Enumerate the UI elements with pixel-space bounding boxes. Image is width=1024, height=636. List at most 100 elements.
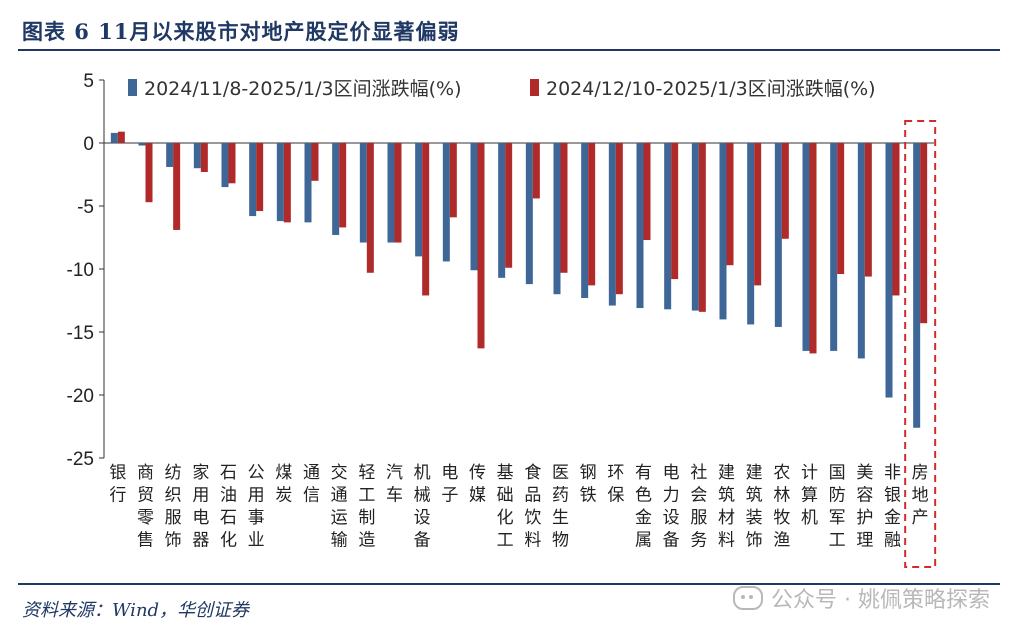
x-tick-label: 家用电器 — [192, 463, 209, 551]
legend-swatch — [530, 79, 539, 96]
bar-series1 — [664, 143, 672, 310]
legend-label: 2024/11/8-2025/1/3区间涨跌幅(%) — [144, 78, 462, 100]
bar-series1 — [774, 143, 782, 327]
bar-series2 — [532, 143, 540, 199]
bar-series1 — [553, 143, 561, 295]
bar-series2 — [422, 143, 430, 296]
bar-series2 — [311, 143, 319, 181]
x-tick-label: 石油石化 — [220, 463, 237, 551]
x-tick-label: 传媒 — [469, 463, 486, 506]
bar-series1 — [581, 143, 589, 298]
bar-series2 — [615, 143, 623, 295]
bar-series2 — [643, 143, 651, 241]
bar-series2 — [366, 143, 374, 273]
x-tick-label: 国防军工 — [829, 463, 846, 551]
x-tick-label: 汽车 — [386, 463, 403, 506]
bar-series — [110, 131, 928, 428]
bar-series2 — [864, 143, 872, 277]
bar-series2 — [781, 143, 789, 239]
x-tick-label: 美容护理 — [856, 463, 873, 551]
bar-series2 — [477, 143, 485, 349]
bar-series2 — [394, 143, 402, 243]
bar-series1 — [830, 143, 838, 351]
x-tick-label: 环保 — [607, 463, 624, 506]
bar-series2 — [809, 143, 817, 354]
bar-series1 — [304, 143, 312, 223]
bar-series1 — [359, 143, 367, 243]
bar-series2 — [283, 143, 291, 223]
y-axis: 5 0 -5 -10 -15 -20 -25 — [67, 71, 934, 470]
x-tick-label: 纺织服饰 — [165, 463, 182, 551]
bar-series1 — [913, 143, 921, 428]
x-tick-label: 电力设备 — [663, 463, 680, 551]
bar-series2 — [449, 143, 457, 218]
bar-series2 — [671, 143, 679, 280]
figure-title: 图表 6 11月以来股市对地产股定价显著偏弱 — [22, 19, 460, 44]
bar-series2 — [145, 143, 153, 203]
bar-series1 — [387, 143, 395, 243]
bar-series2 — [892, 143, 900, 296]
bar-series1 — [498, 143, 506, 278]
bar-series1 — [193, 143, 201, 169]
bar-series1 — [110, 132, 118, 143]
bar-series2 — [588, 143, 596, 286]
x-tick-label: 非银金融 — [884, 463, 901, 551]
x-tick-label: 钢铁 — [580, 463, 597, 506]
bar-series1 — [636, 143, 644, 309]
bar-series2 — [228, 143, 236, 184]
bar-series1 — [525, 143, 533, 285]
bar-series1 — [608, 143, 616, 306]
bar-series2 — [117, 131, 125, 143]
source-note: 资料来源：Wind，华创证券 — [22, 600, 250, 621]
bar-series1 — [885, 143, 893, 398]
bar-series2 — [920, 143, 928, 324]
x-tick-label: 轻工制造 — [358, 463, 375, 551]
x-tick-label: 公用事业 — [248, 463, 265, 551]
wechat-icon — [733, 586, 764, 610]
bar-series1 — [470, 143, 478, 271]
highlight-box — [904, 120, 937, 568]
y-tick-label: 5 — [83, 71, 94, 92]
bar-series2 — [698, 143, 706, 312]
x-axis-labels: 银行商贸零售纺织服饰家用电器石油石化公用事业煤炭通信交通运输轻工制造汽车机械设备… — [109, 463, 928, 551]
x-tick-label: 医药生物 — [552, 463, 569, 551]
bar-series1 — [719, 143, 727, 320]
legend: 2024/11/8-2025/1/3区间涨跌幅(%) 2024/12/10-202… — [128, 78, 876, 100]
bar-series1 — [747, 143, 755, 325]
bar-series2 — [560, 143, 568, 273]
bar-series1 — [249, 143, 257, 217]
x-tick-label: 通信 — [303, 463, 320, 506]
x-tick-label: 电子 — [441, 463, 458, 506]
x-tick-label: 机械设备 — [414, 463, 431, 551]
x-tick-label: 基础化工 — [497, 463, 514, 551]
x-tick-label: 房地产 — [912, 463, 929, 528]
bar-series1 — [332, 143, 340, 235]
y-tick-label: -10 — [67, 260, 94, 281]
x-tick-label: 银行 — [109, 463, 126, 506]
watermark: 公众号 · 姚佩策略探索 — [733, 582, 990, 614]
bar-series1 — [802, 143, 810, 351]
x-tick-label: 煤炭 — [275, 463, 292, 506]
x-tick-label: 农林牧渔 — [773, 463, 790, 551]
bar-series1 — [221, 143, 229, 188]
y-tick-label: -20 — [67, 386, 94, 407]
watermark-text: 公众号 · 姚佩策略探索 — [771, 588, 990, 613]
bar-series1 — [166, 143, 174, 167]
bar-series2 — [339, 143, 347, 228]
legend-label: 2024/12/10-2025/1/3区间涨跌幅(%) — [546, 78, 876, 100]
bar-series2 — [754, 143, 762, 286]
bar-series1 — [691, 143, 699, 311]
x-tick-label: 建筑装饰 — [746, 463, 763, 551]
bar-series1 — [442, 143, 450, 262]
bar-series1 — [138, 143, 146, 146]
bar-series1 — [276, 143, 284, 222]
bar-chart: 5 0 -5 -10 -15 -20 -25 银行商贸零售纺织服饰家用电器石油石化公用事业煤… — [67, 71, 937, 568]
y-tick-label: -25 — [67, 449, 94, 470]
x-tick-label: 商贸零售 — [137, 463, 154, 551]
x-tick-label: 有色金属 — [635, 463, 652, 551]
x-tick-label: 计算机 — [801, 463, 818, 528]
bar-series2 — [505, 143, 513, 268]
bar-series2 — [726, 143, 734, 266]
y-tick-label: -15 — [67, 323, 94, 344]
bar-series1 — [857, 143, 865, 359]
